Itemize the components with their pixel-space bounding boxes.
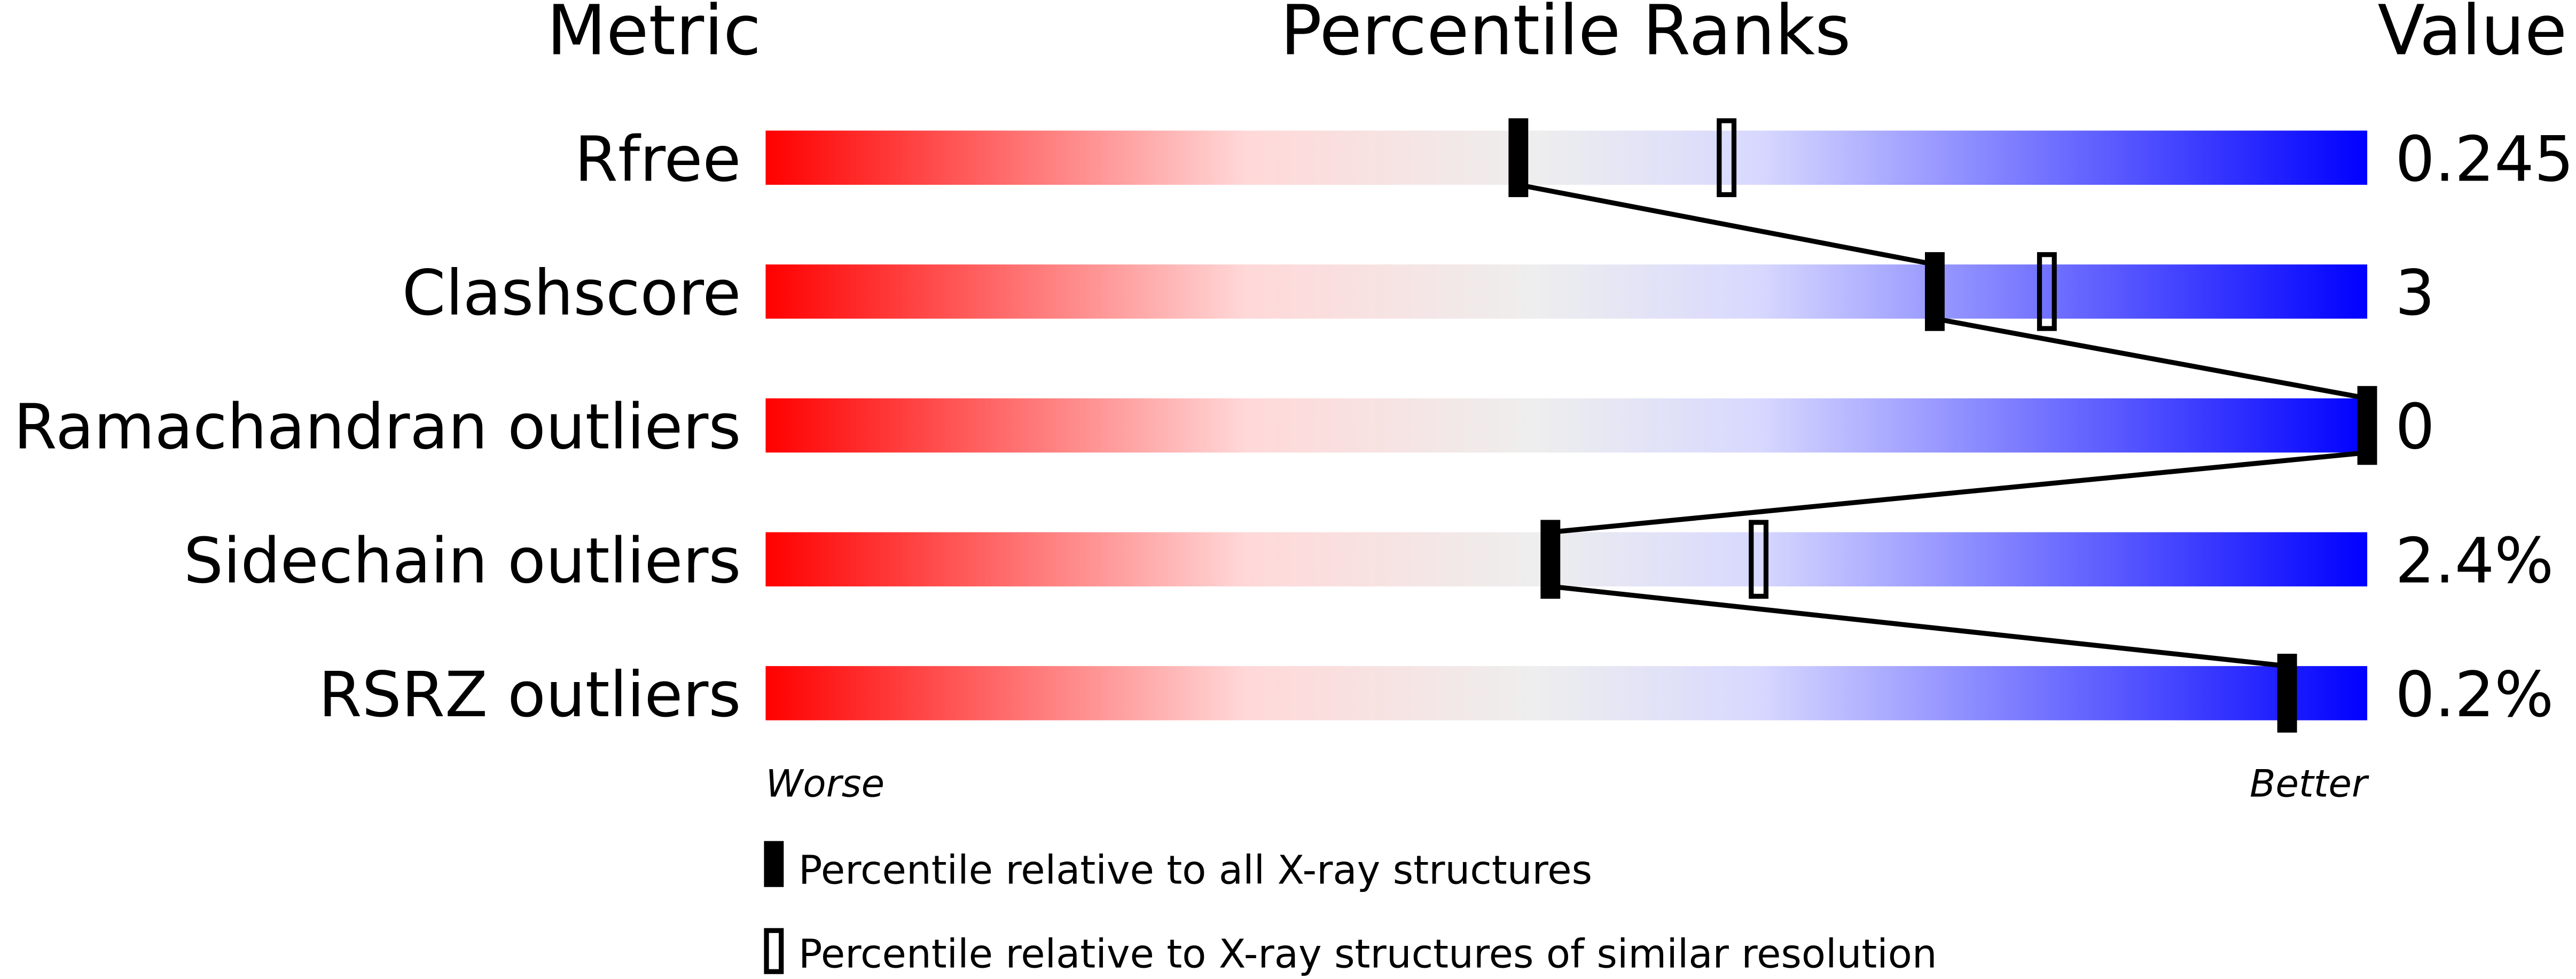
- all-structures-marker: [2357, 386, 2377, 465]
- header-metric: Metric: [547, 0, 762, 71]
- connector-line: [1550, 450, 2368, 535]
- metric-value: 0: [2395, 391, 2434, 464]
- metric-label: Sidechain outliers: [184, 524, 741, 597]
- all-structures-marker: [2277, 654, 2297, 733]
- all-structures-marker: [1540, 520, 1561, 599]
- metric-value: 0.245: [2395, 123, 2574, 195]
- legend-filled-marker: [764, 841, 784, 887]
- connector-line: [1517, 182, 1936, 267]
- metric-label: RSRZ outliers: [318, 659, 741, 731]
- percentile-bar: [765, 666, 2368, 720]
- similar-resolution-marker: [1717, 118, 1737, 198]
- percentile-bar: [765, 130, 2368, 185]
- all-structures-marker: [1508, 118, 1529, 198]
- metric-value: 2.4%: [2395, 524, 2554, 597]
- metric-label: Ramachandran outliers: [13, 391, 741, 464]
- percentile-bar: [765, 264, 2368, 319]
- header-value: Value: [2378, 0, 2567, 71]
- legend-open-label: Percentile relative to X-ray structures …: [798, 931, 1937, 977]
- axis-label-worse: Worse: [765, 762, 884, 806]
- percentile-bar: [765, 398, 2368, 453]
- connector-line: [1550, 584, 2288, 669]
- similar-resolution-marker: [2037, 252, 2057, 331]
- connector-line: [1934, 316, 2368, 401]
- metric-value: 3: [2395, 257, 2434, 330]
- similar-resolution-marker: [1749, 520, 1769, 599]
- legend-open-marker: [764, 928, 784, 974]
- header-percentile-ranks: Percentile Ranks: [1280, 0, 1851, 71]
- all-structures-marker: [1925, 252, 1945, 331]
- axis-label-better: Better: [2250, 762, 2369, 806]
- metric-value: 0.2%: [2395, 659, 2554, 731]
- legend-filled-label: Percentile relative to all X-ray structu…: [798, 848, 1592, 894]
- metric-label: Rfree: [575, 123, 741, 195]
- percentile-bar: [765, 532, 2368, 586]
- metric-label: Clashscore: [402, 257, 741, 330]
